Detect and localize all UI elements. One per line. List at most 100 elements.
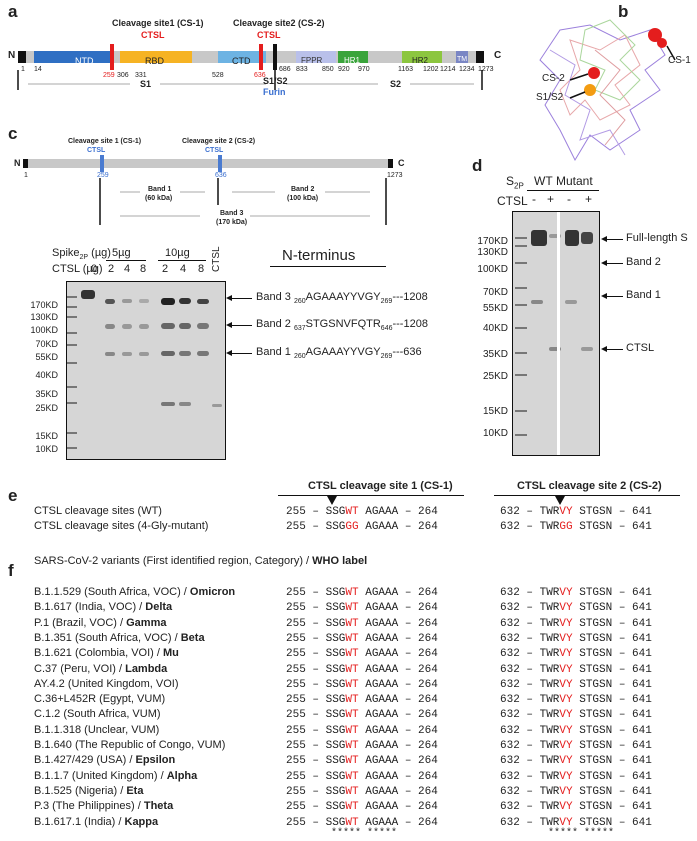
nterminus-title: N-terminus bbox=[282, 247, 356, 264]
lane-val-4: 2 bbox=[162, 263, 169, 275]
c-mw-170: 170KD bbox=[30, 300, 58, 310]
e-row-mut-cs2: 632 – TWRGG STGSN – 641 bbox=[500, 521, 652, 533]
ctd-label: CTD bbox=[232, 56, 251, 66]
pos-833: 833 bbox=[296, 66, 308, 73]
variant-cs2-seq: 632 – TWRVY STGSN – 641 bbox=[500, 648, 652, 661]
c-mw-70: 70KD bbox=[35, 339, 58, 349]
panel-label-e: e bbox=[8, 486, 18, 505]
variant-cs2-seq: 632 – TWRVY STGSN – 641 bbox=[500, 632, 652, 645]
d-mw-55: 55KD bbox=[482, 303, 508, 314]
ctsl-lane-label: CTSL bbox=[211, 246, 222, 272]
pos-920: 920 bbox=[338, 66, 350, 73]
variant-row-label: B.1.427/429 (USA) / Epsilon bbox=[34, 754, 176, 767]
gel-d bbox=[512, 211, 600, 456]
pos-636: 636 bbox=[254, 72, 266, 79]
variant-cs1-seq: 255 – SSGWT AGAAA – 264 bbox=[286, 678, 438, 691]
pos-528: 528 bbox=[212, 72, 224, 79]
pos-1214: 1214 bbox=[440, 66, 456, 73]
cs2-label: Cleavage site2 (CS-2) bbox=[233, 18, 325, 28]
domain-rbd bbox=[120, 51, 192, 63]
variant-row-label: B.1.1.529 (South Africa, VOC) / Omicron bbox=[34, 586, 236, 598]
d-mw-35: 35KD bbox=[482, 349, 508, 360]
e-row-wt-cs2: 632 – TWRVY STGSN – 641 bbox=[500, 506, 652, 518]
variant-row-label: B.1.617.1 (India) / Kappa bbox=[34, 815, 159, 828]
variant-cs1-seq: 255 – SSGWT AGAAA – 264 bbox=[286, 770, 438, 783]
variant-cs2-seq: 632 – TWRVY STGSN – 641 bbox=[500, 602, 652, 615]
variant-cs1-seq: 255 – SSGWT AGAAA – 264 bbox=[286, 694, 438, 707]
a-n-terminus: N bbox=[8, 50, 16, 61]
variant-row-label: B.1.1.318 (Unclear, VUM) bbox=[34, 723, 160, 736]
c-cs2-label: Cleavage site 2 (CS-2) bbox=[182, 138, 256, 145]
domain-tm bbox=[456, 51, 468, 63]
band1-annotation: Band 1 260AGAAAYYVGY269---636 bbox=[256, 346, 422, 361]
c-cs1-ctsl: CTSL bbox=[87, 147, 106, 154]
c-mw-100: 100KD bbox=[30, 325, 58, 335]
variant-cs2-seq: 632 – TWRVY STGSN – 641 bbox=[500, 785, 652, 798]
c-pos-259: 259 bbox=[97, 172, 109, 179]
c-mw-10: 10KD bbox=[35, 444, 58, 454]
pos-1202: 1202 bbox=[423, 66, 439, 73]
cs1-label: Cleavage site1 (CS-1) bbox=[112, 18, 204, 28]
c-pos-1: 1 bbox=[24, 172, 28, 179]
d-mutant-label: Mutant bbox=[556, 174, 593, 188]
variant-cs1-seq: 255 – SSGWT AGAAA – 264 bbox=[286, 632, 438, 645]
a-c-terminus: C bbox=[494, 50, 502, 61]
variant-row-label: B.1.1.7 (United Kingdom) / Alpha bbox=[34, 769, 198, 782]
e-row-wt-cs1: 255 – SSGWT AGAAA – 264 bbox=[286, 506, 438, 518]
pos-259: 259 bbox=[103, 72, 115, 79]
cs1-cut-marker bbox=[327, 496, 337, 505]
band2-kda: (100 kDa) bbox=[287, 195, 319, 202]
variant-cs1-seq: 255 – SSGWT AGAAA – 264 bbox=[286, 785, 438, 798]
tm-label: TM bbox=[457, 56, 468, 63]
pos-1234: 1234 bbox=[459, 66, 475, 73]
band2-title: Band 2 bbox=[291, 186, 315, 193]
d-label-band2: Band 2 bbox=[626, 256, 661, 268]
pos-1: 1 bbox=[21, 66, 25, 73]
d-label-ctsl: CTSL bbox=[626, 342, 655, 354]
d-s2p-label: S2P bbox=[506, 174, 524, 191]
pos-1163: 1163 bbox=[398, 66, 414, 73]
d-mw-100: 100KD bbox=[477, 264, 508, 275]
variant-row-label: B.1.640 (The Republic of Congo, VUM) bbox=[34, 739, 226, 751]
pos-14: 14 bbox=[34, 66, 42, 73]
ctsl-amount-label: CTSL (µg) bbox=[52, 263, 103, 275]
band3-annotation: Band 3 260AGAAAYYVGY269---1208 bbox=[256, 291, 428, 306]
c-c-terminus: C bbox=[398, 158, 405, 168]
variant-cs1-seq: 255 – SSGWT AGAAA – 264 bbox=[286, 755, 438, 768]
e-header-cs2: CTSL cleavage site 2 (CS-2) bbox=[517, 480, 662, 492]
variant-row-label: P.1 (Brazil, VOC) / Gamma bbox=[34, 616, 167, 629]
variant-row-label: C.1.2 (South Africa, VUM) bbox=[34, 708, 161, 721]
s1s2-marker bbox=[273, 44, 277, 70]
lane-val-5: 4 bbox=[180, 263, 187, 275]
band3-kda: (170 kDa) bbox=[216, 219, 248, 226]
furin-label: Furin bbox=[263, 87, 286, 97]
cs2-cut-marker bbox=[555, 496, 565, 505]
d-mw-25: 25KD bbox=[482, 371, 508, 382]
domain-hr1 bbox=[338, 51, 368, 63]
hr1-label: HR1 bbox=[344, 56, 361, 65]
band1-title: Band 1 bbox=[148, 186, 172, 193]
variant-row-label: B.1.617 (India, VOC) / Delta bbox=[34, 601, 173, 614]
pos-331: 331 bbox=[135, 72, 147, 79]
f-title: SARS-CoV-2 variants (First identified re… bbox=[34, 555, 368, 567]
s1-label: S1 bbox=[140, 79, 152, 89]
e-header-cs1: CTSL cleavage site 1 (CS-1) bbox=[308, 480, 453, 492]
c-cs1-label: Cleavage site 1 (CS-1) bbox=[68, 138, 142, 145]
variant-cs1-seq: 255 – SSGWT AGAAA – 264 bbox=[286, 724, 438, 737]
variant-cs1-seq: 255 – SSGWT AGAAA – 264 bbox=[286, 709, 438, 722]
d-mw-15: 15KD bbox=[482, 406, 508, 417]
lane-val-6: 8 bbox=[198, 263, 205, 275]
variant-cs2-seq: 632 – TWRVY STGSN – 641 bbox=[500, 587, 652, 599]
d-label-band1: Band 1 bbox=[626, 289, 661, 301]
c-mw-35: 35KD bbox=[35, 389, 58, 399]
rbd-label: RBD bbox=[145, 56, 165, 66]
pos-1273: 1273 bbox=[478, 66, 494, 73]
variant-cs1-seq: 255 – SSGWT AGAAA – 264 bbox=[286, 617, 438, 630]
c-spike-map bbox=[23, 155, 393, 225]
ntd-label: NTD bbox=[75, 56, 94, 66]
variant-cs1-seq: 255 – SSGWT AGAAA – 264 bbox=[286, 663, 438, 676]
c-cs2-ctsl: CTSL bbox=[205, 147, 224, 154]
variant-row-label: B.1.351 (South Africa, VOC) / Beta bbox=[34, 631, 205, 644]
spike-amount-label: Spike2P (µg) bbox=[52, 247, 111, 262]
domain-ntd bbox=[34, 51, 111, 63]
